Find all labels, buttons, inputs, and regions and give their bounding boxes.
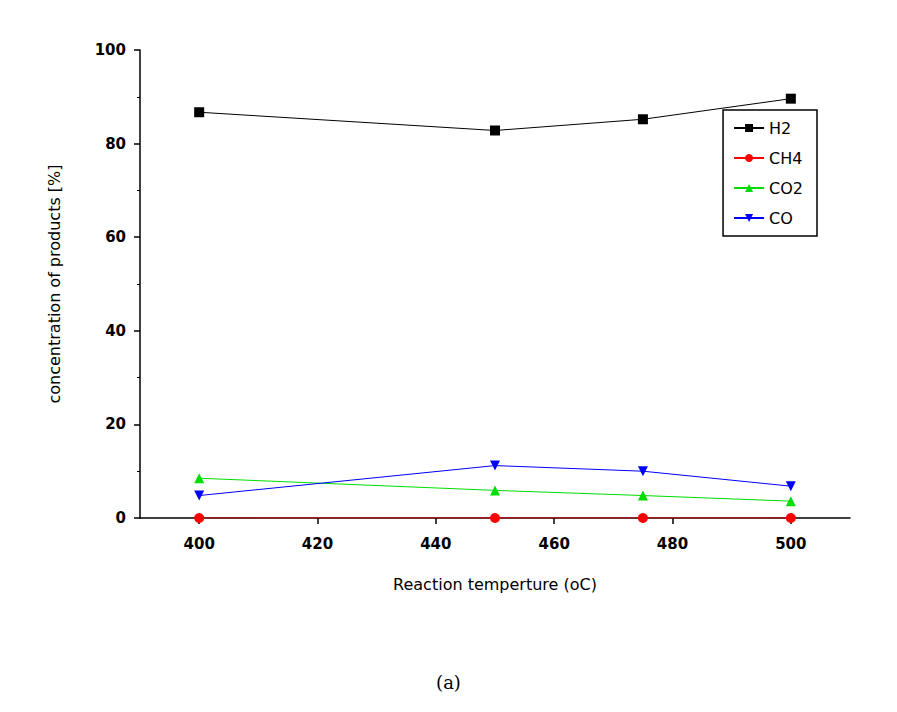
svg-text:60: 60 xyxy=(105,228,126,246)
svg-text:0: 0 xyxy=(116,509,126,527)
svg-text:CO: CO xyxy=(769,209,793,228)
svg-text:400: 400 xyxy=(184,535,215,553)
svg-text:420: 420 xyxy=(302,535,333,553)
svg-text:80: 80 xyxy=(105,135,126,153)
svg-text:CO2: CO2 xyxy=(769,179,803,198)
svg-text:480: 480 xyxy=(657,535,688,553)
svg-text:Reaction temperture (oC): Reaction temperture (oC) xyxy=(393,575,597,594)
svg-text:concentration of products [%]: concentration of products [%] xyxy=(45,164,64,403)
svg-text:CH4: CH4 xyxy=(769,149,802,168)
svg-text:(a): (a) xyxy=(436,672,461,693)
svg-text:100: 100 xyxy=(95,41,126,59)
svg-text:20: 20 xyxy=(105,415,126,433)
svg-text:500: 500 xyxy=(775,535,806,553)
svg-text:40: 40 xyxy=(105,322,126,340)
svg-text:H2: H2 xyxy=(769,119,791,138)
svg-text:460: 460 xyxy=(539,535,570,553)
svg-text:440: 440 xyxy=(420,535,451,553)
